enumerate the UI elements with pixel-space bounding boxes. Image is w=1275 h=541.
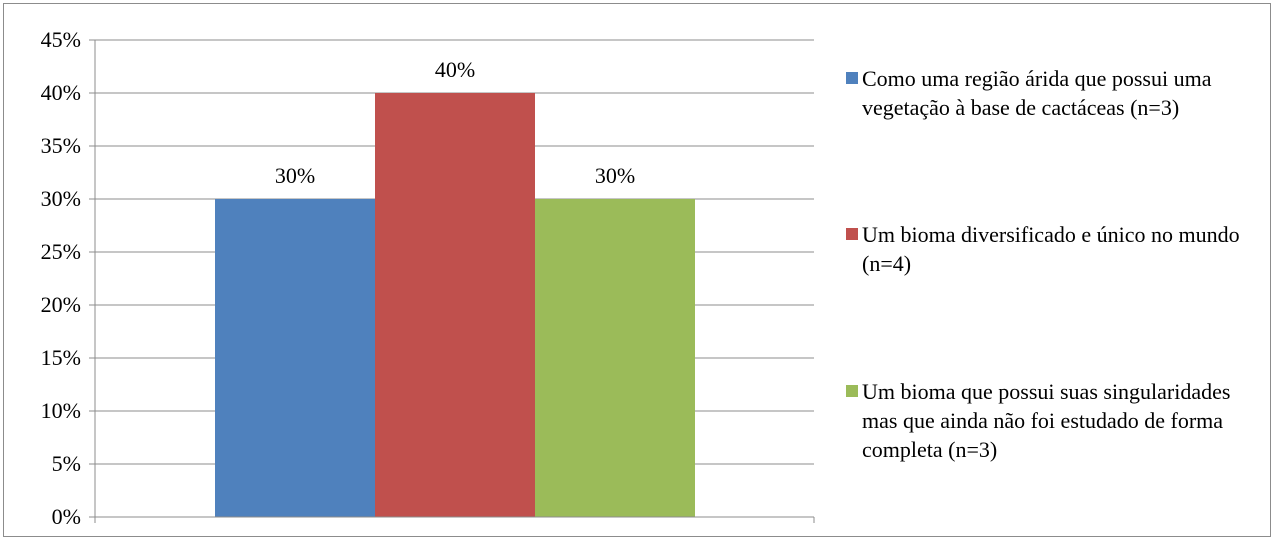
bar-2 <box>375 93 535 517</box>
data-label-1: 30% <box>275 163 315 188</box>
legend-swatch <box>846 72 858 84</box>
legend-swatch <box>846 385 858 397</box>
bar-1 <box>215 199 375 517</box>
legend-item-1: Como uma região árida que possui uma veg… <box>842 64 1262 122</box>
y-tick-label: 30% <box>41 186 81 211</box>
legend-item-3: Um bioma que possui suas singularidades … <box>842 377 1262 464</box>
data-label-3: 30% <box>595 163 635 188</box>
y-tick-label: 0% <box>52 504 81 529</box>
y-axis-ticks: 0% 5% 10% 15% 20% 25% 30% 35% 40% 45% <box>41 27 815 529</box>
legend-label: Como uma região árida que possui uma veg… <box>862 66 1212 120</box>
bars <box>215 93 695 517</box>
y-tick-label: 45% <box>41 27 81 52</box>
chart-frame: 0% 5% 10% 15% 20% 25% 30% 35% 40% 45% 30% 40% 30% C… <box>3 3 1271 537</box>
legend-swatch <box>846 228 858 240</box>
bar-3 <box>535 199 695 517</box>
y-tick-label: 5% <box>52 451 81 476</box>
y-tick-label: 25% <box>41 239 81 264</box>
data-labels: 30% 40% 30% <box>275 57 635 188</box>
y-tick-label: 15% <box>41 345 81 370</box>
y-tick-label: 40% <box>41 80 81 105</box>
y-tick-label: 35% <box>41 133 81 158</box>
bar-chart: 0% 5% 10% 15% 20% 25% 30% 35% 40% 45% 30% 40% 30% <box>41 27 815 529</box>
legend-label: Um bioma que possui suas singularidades … <box>862 379 1231 462</box>
data-label-2: 40% <box>435 57 475 82</box>
y-tick-label: 10% <box>41 398 81 423</box>
legend-item-2: Um bioma diversificado e único no mundo … <box>842 220 1262 278</box>
legend-label: Um bioma diversificado e único no mundo … <box>862 222 1240 276</box>
y-tick-label: 20% <box>41 292 81 317</box>
